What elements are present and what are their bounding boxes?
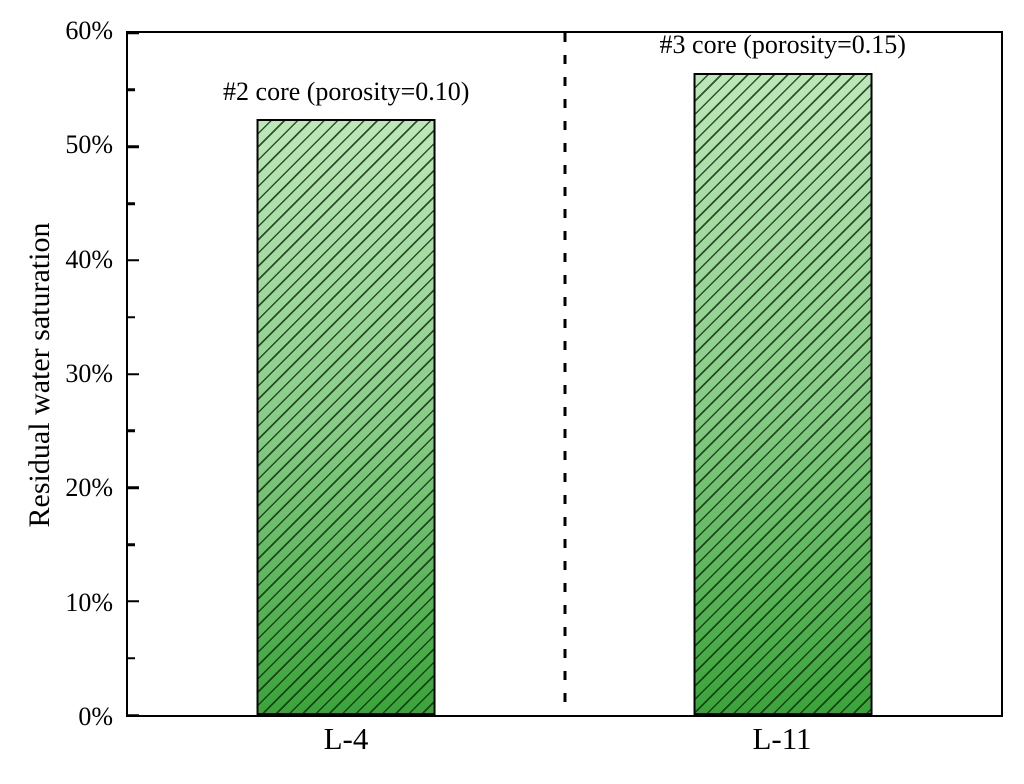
y-tick-label: 60%	[65, 16, 113, 45]
y-major-tick	[128, 372, 139, 376]
x-category-label: L-4	[323, 721, 369, 756]
y-axis-tick-labels: 0% 10% 20% 30% 40% 50% 60%	[0, 18, 124, 730]
bar-annotation: #3 core (porosity=0.15)	[659, 30, 906, 60]
y-tick-label: 30%	[65, 359, 113, 388]
y-tick-label: 50%	[65, 130, 113, 160]
y-minor-tick	[128, 543, 135, 546]
y-tick-label: 20%	[65, 473, 113, 503]
y-major-tick	[128, 145, 139, 148]
y-major-tick	[128, 259, 139, 262]
y-minor-tick	[128, 202, 135, 205]
separator-dashed-line	[563, 33, 566, 715]
plot-area: #2 core (porosity=0.10) #3 core (porosity…	[126, 31, 1003, 717]
y-minor-tick	[128, 656, 135, 660]
plot-inner: #2 core (porosity=0.10) #3 core (porosity…	[128, 30, 1001, 717]
y-minor-tick	[128, 429, 135, 433]
y-minor-tick	[128, 315, 135, 319]
bar-annotation: #2 core (porosity=0.10)	[223, 76, 470, 106]
y-tick-label: 40%	[65, 244, 113, 274]
x-axis-category-labels: L-4 L-11	[128, 721, 1000, 766]
y-tick-label: 10%	[65, 587, 113, 617]
y-minor-tick	[128, 88, 135, 92]
y-tick-label: 0%	[78, 702, 113, 731]
y-major-tick	[128, 486, 139, 489]
y-major-tick	[128, 713, 139, 717]
y-major-tick	[128, 600, 139, 603]
y-major-tick	[128, 31, 139, 35]
bar	[693, 72, 873, 715]
bar	[256, 119, 436, 715]
x-category-label: L-11	[752, 721, 812, 756]
